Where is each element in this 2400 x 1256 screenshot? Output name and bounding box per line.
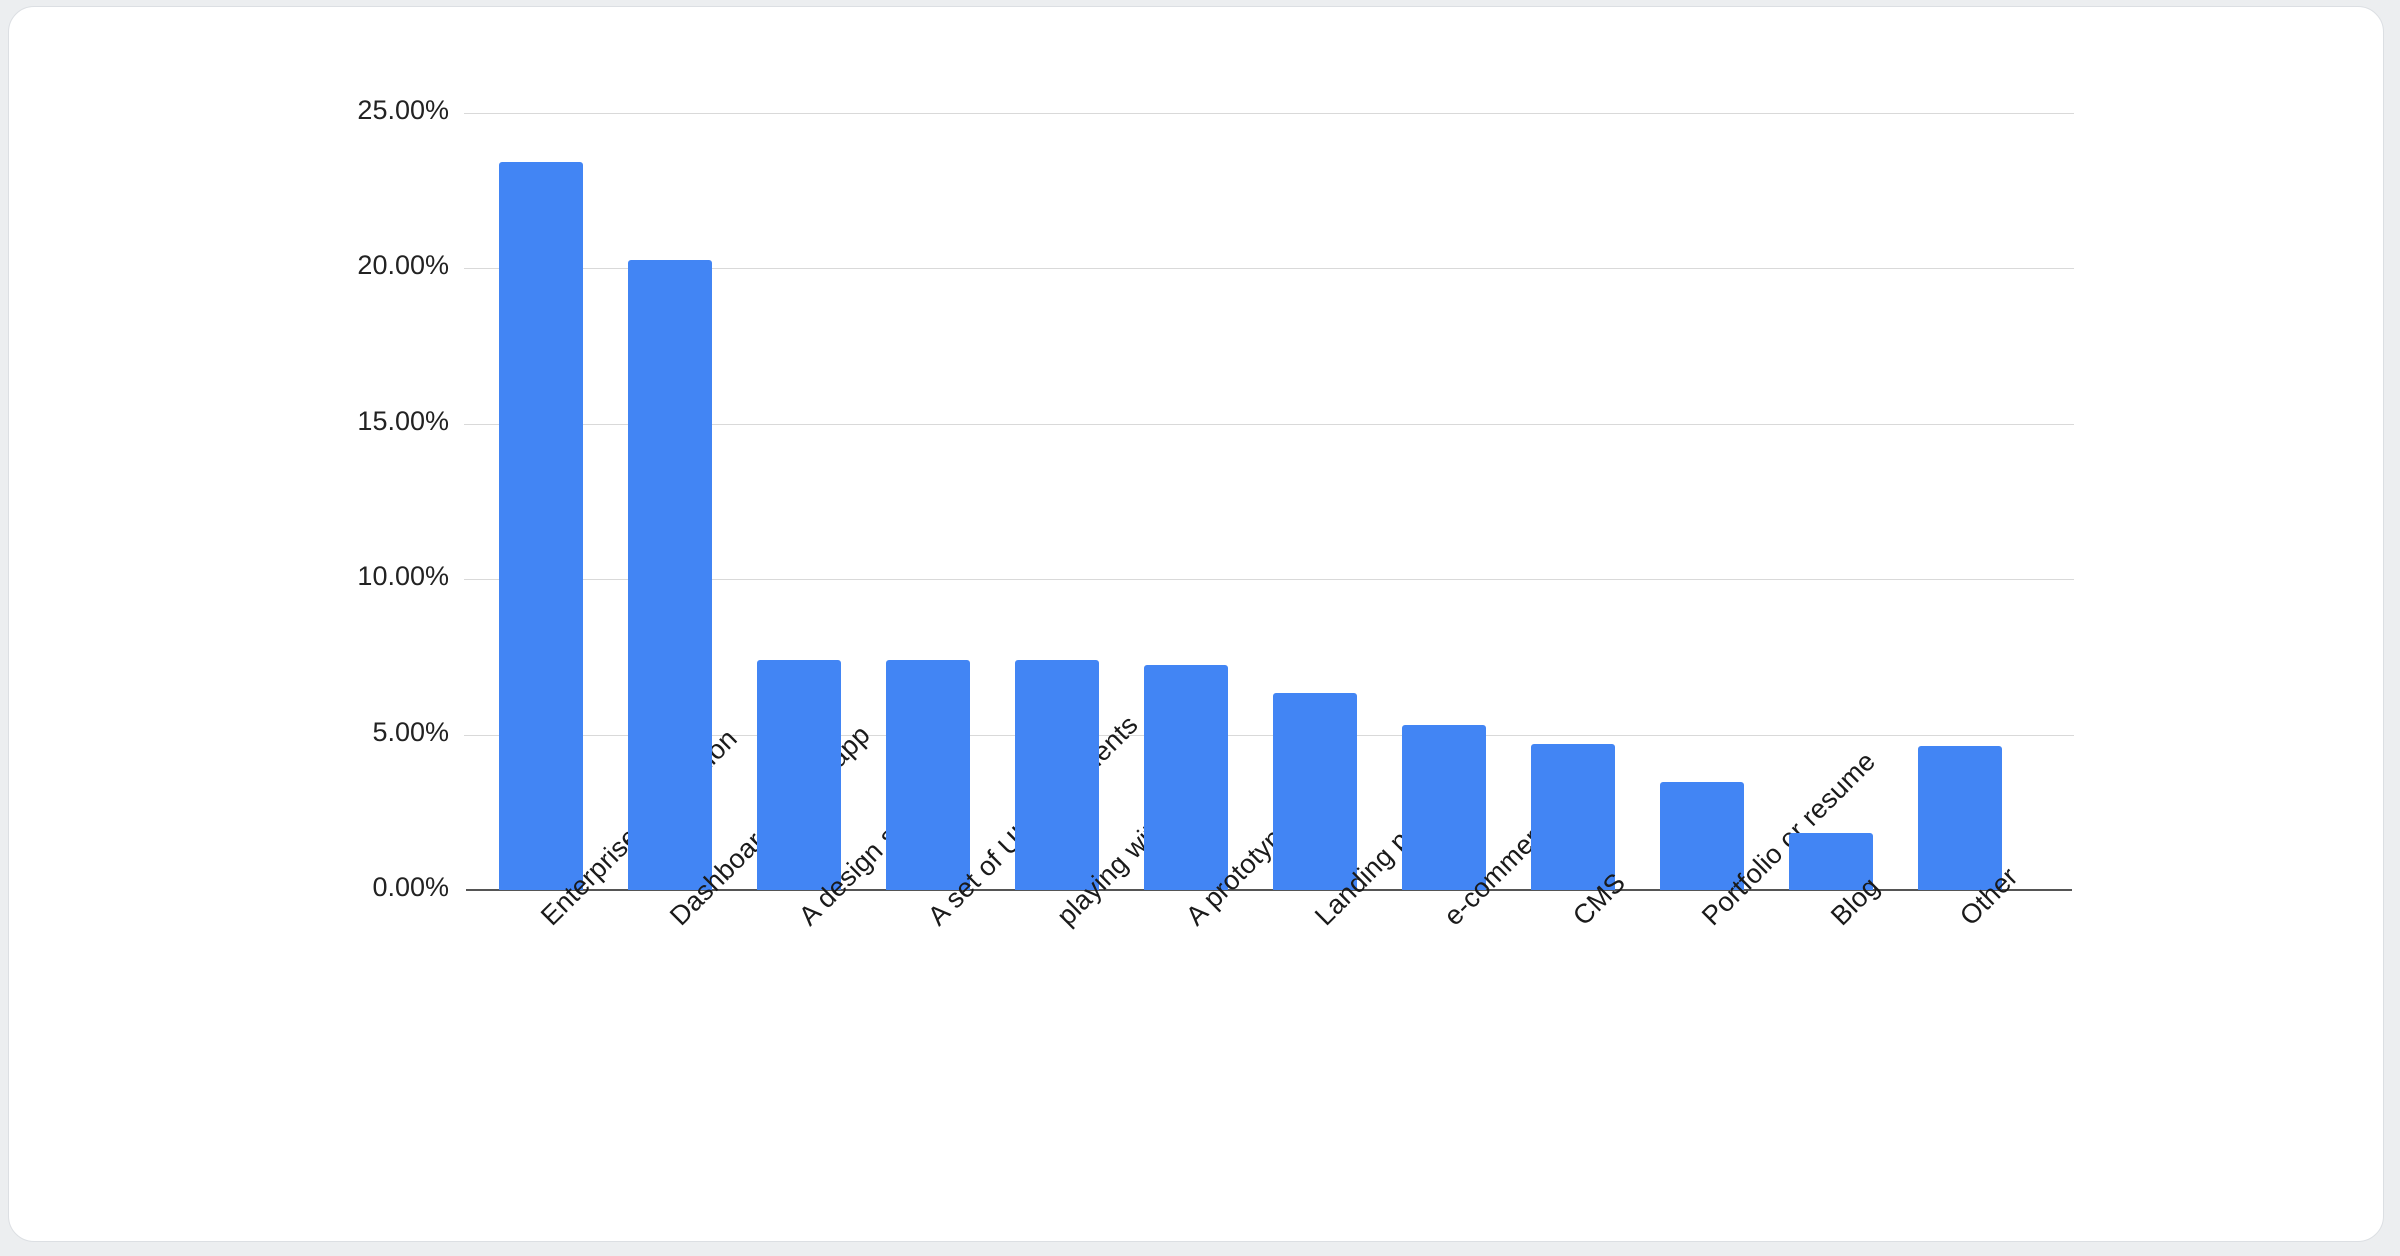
- y-axis-tick-label: 5.00%: [159, 717, 449, 748]
- y-axis-tick-text: 5.00%: [372, 716, 449, 747]
- gridline: [464, 268, 2074, 270]
- bar[interactable]: [756, 660, 841, 890]
- y-axis-tick-label: 25.00%: [159, 95, 449, 126]
- chart-card: 0.00% 5.00% 10.00% 15.00% 20.00% 25.00% Enterp…: [8, 6, 2384, 1242]
- bar-chart: 0.00% 5.00% 10.00% 15.00% 20.00% 25.00% Enterp…: [9, 7, 2383, 1241]
- gridline: [464, 423, 2074, 425]
- bar[interactable]: [1659, 781, 1744, 890]
- bar[interactable]: [1272, 692, 1357, 890]
- y-axis-tick-text: 15.00%: [357, 405, 449, 436]
- y-axis-tick-text: 20.00%: [357, 250, 449, 281]
- y-axis-tick-text: 0.00%: [372, 872, 449, 902]
- bar[interactable]: [1788, 833, 1873, 890]
- bar[interactable]: [1530, 743, 1615, 890]
- bar[interactable]: [1014, 660, 1099, 890]
- bar[interactable]: [885, 660, 970, 890]
- bar[interactable]: [1917, 746, 2002, 890]
- y-axis-tick-text: 10.00%: [357, 561, 449, 592]
- gridline: [464, 579, 2074, 581]
- gridline: [464, 113, 2074, 114]
- y-axis-tick-label: 15.00%: [159, 406, 449, 437]
- y-axis-tick-label: 0.00%: [159, 872, 449, 903]
- gridline: [464, 734, 2074, 736]
- axis-baseline: [466, 889, 2072, 891]
- y-axis-tick-label: 10.00%: [159, 561, 449, 592]
- y-axis-tick-label: 20.00%: [159, 250, 449, 281]
- y-axis-tick-text: 25.00%: [357, 95, 449, 125]
- bar[interactable]: [498, 162, 583, 890]
- bar[interactable]: [1143, 664, 1228, 890]
- bar[interactable]: [627, 260, 712, 890]
- bar[interactable]: [1401, 724, 1486, 890]
